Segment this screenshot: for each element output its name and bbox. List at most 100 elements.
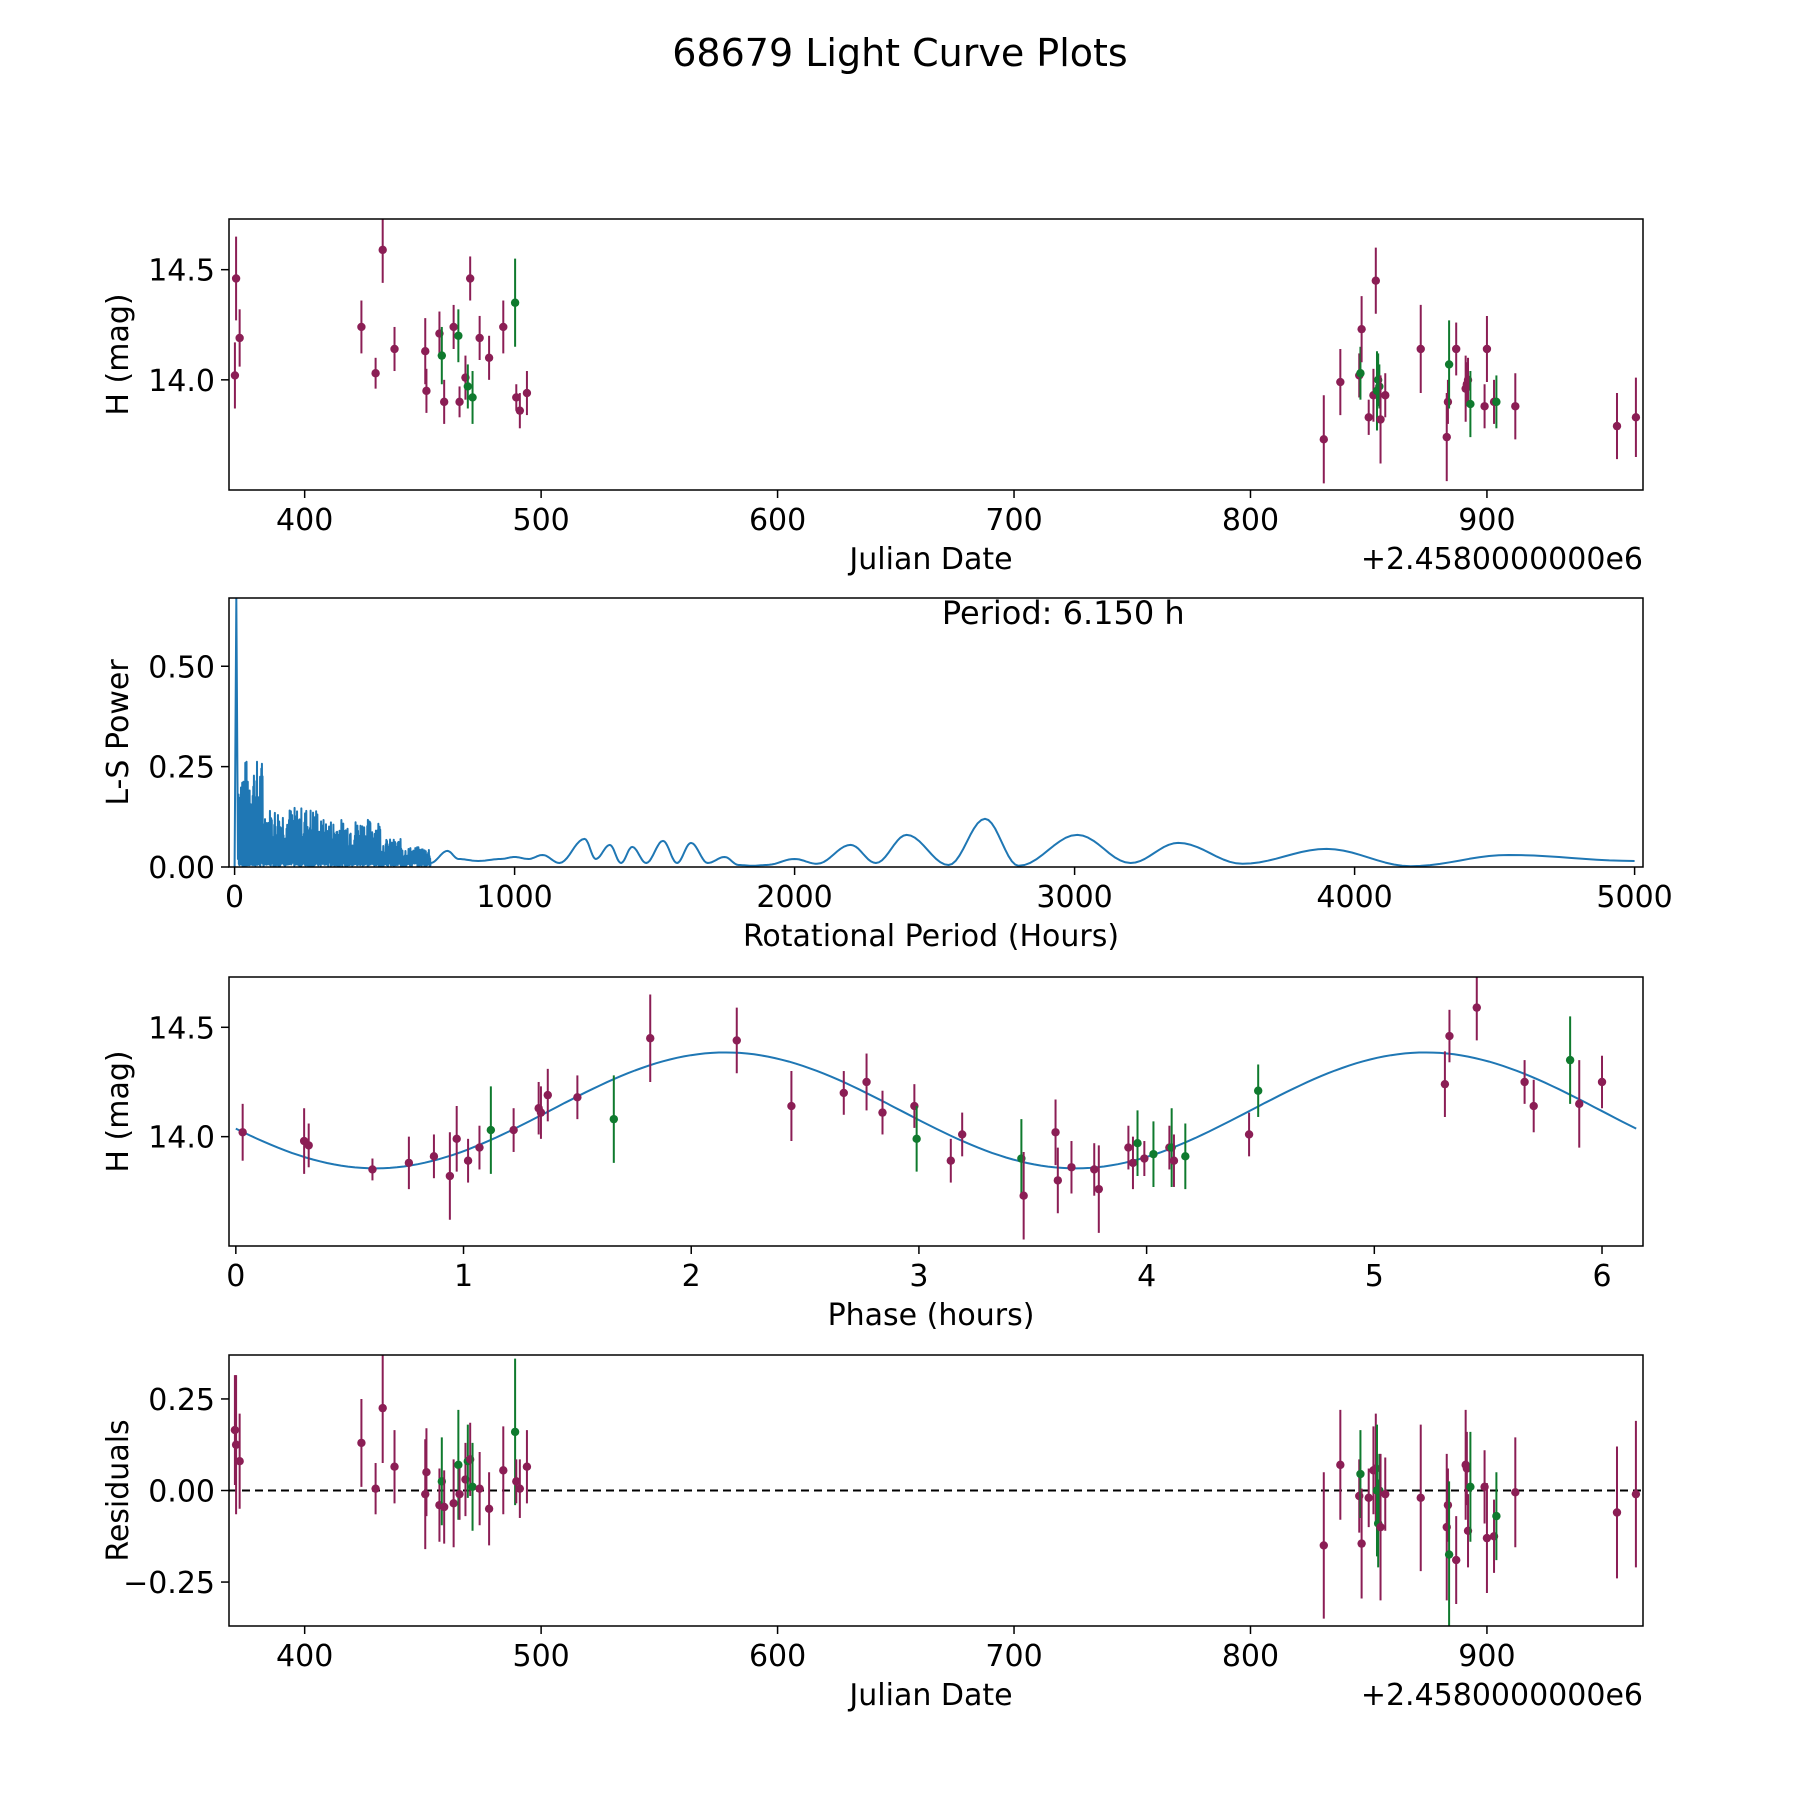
x-offset-label: +2.4580000000e6 <box>1361 542 1643 577</box>
data-point <box>486 1125 496 1135</box>
model-curve <box>235 1051 1637 1170</box>
data-point <box>421 1489 430 1499</box>
y-axis-label: H (mag) <box>101 293 136 415</box>
x-tick-label: 2000 <box>756 880 832 915</box>
y-axis-label: L-S Power <box>101 659 136 806</box>
data-point <box>455 1489 464 1499</box>
data-point <box>454 1460 463 1470</box>
data-point <box>238 1128 247 1137</box>
x-tick-label: 5 <box>1365 1259 1384 1294</box>
data-point <box>475 1143 484 1152</box>
data-point <box>1511 402 1520 411</box>
data-point <box>1631 413 1641 422</box>
data-point <box>231 1440 241 1449</box>
data-point <box>646 1034 655 1043</box>
y-tick-label: 0.25 <box>148 751 215 786</box>
data-point <box>452 1134 461 1144</box>
data-point <box>463 382 473 391</box>
data-point <box>1597 1077 1607 1087</box>
data-point <box>522 388 532 398</box>
y-axis-label: Residuals <box>101 1419 136 1561</box>
x-axis-label: Julian Date <box>847 1678 1012 1713</box>
data-point <box>378 1403 387 1413</box>
y-tick-label: 14.5 <box>148 254 215 289</box>
data-point <box>230 1425 240 1435</box>
y-tick-label: 14.0 <box>148 1121 215 1156</box>
panel-periodogram: 0 1000 2000 3000 4000 5000 0.00 0.25 0.50 Rotatio… <box>101 594 1673 954</box>
data-point <box>1480 402 1489 411</box>
data-point <box>512 1477 521 1486</box>
data-point <box>1416 344 1425 354</box>
data-point <box>445 1171 455 1181</box>
data-point <box>475 1484 484 1493</box>
data-point <box>1452 1555 1461 1565</box>
panel-residuals: 400 500 600 700 800 900 −0.25 0.00 0.25 Julian Da… <box>101 1354 1644 1713</box>
data-point <box>1492 397 1501 407</box>
x-tick-label: 600 <box>749 1639 806 1674</box>
data-point <box>1090 1165 1099 1174</box>
data-point <box>1357 1539 1366 1548</box>
data-point <box>499 322 508 332</box>
data-point <box>510 298 520 307</box>
data-point <box>1381 391 1390 400</box>
data-point <box>1466 1482 1475 1492</box>
data-point <box>422 1467 431 1477</box>
data-point <box>515 1484 525 1493</box>
data-point <box>1244 1130 1254 1139</box>
y-tick-label: −0.25 <box>123 1566 215 1601</box>
data-point <box>1140 1154 1149 1163</box>
data-point <box>230 371 240 380</box>
x-tick-label: 900 <box>1458 1639 1515 1674</box>
data-point <box>522 1462 532 1471</box>
data-point <box>1336 1460 1345 1470</box>
x-tick-label: 500 <box>512 1639 569 1674</box>
data-point <box>1511 1488 1520 1497</box>
data-point <box>1472 1003 1481 1012</box>
data-point <box>371 1484 380 1493</box>
data-point <box>1169 1156 1179 1165</box>
panel-phased: 0 1 2 3 4 5 6 14.0 14.5 Phase (hours) H (mag) <box>101 976 1644 1333</box>
data-point <box>1612 421 1622 431</box>
data-point <box>1051 1128 1060 1137</box>
data-point <box>1067 1163 1076 1172</box>
x-tick-label: 400 <box>276 1639 333 1674</box>
data-point <box>1565 1055 1575 1065</box>
data-point <box>1482 344 1492 354</box>
data-point <box>1253 1086 1263 1095</box>
data-point <box>235 1457 244 1466</box>
data-point <box>1452 344 1461 354</box>
x-axis-label: Phase (hours) <box>828 1298 1035 1333</box>
periodogram-series <box>233 598 1635 867</box>
y-tick-label: 0.00 <box>148 1475 215 1510</box>
data-point <box>357 1438 366 1448</box>
data-point <box>1445 1031 1454 1041</box>
data-point <box>449 322 458 332</box>
data-point <box>465 274 475 283</box>
data-point <box>1133 1139 1142 1148</box>
data-point <box>1124 1143 1133 1152</box>
data-point <box>455 397 464 407</box>
x-tick-label: 0 <box>225 880 244 915</box>
data-point <box>1462 1464 1472 1473</box>
data-point <box>510 1427 520 1437</box>
x-tick-label: 500 <box>512 503 569 538</box>
data-point <box>484 1504 494 1514</box>
data-point <box>1149 1149 1158 1159</box>
x-tick-label: 400 <box>276 503 333 538</box>
data-point <box>1440 1079 1450 1089</box>
data-point <box>1019 1191 1028 1200</box>
y-tick-label: 14.0 <box>148 364 215 399</box>
periodogram-line <box>233 598 1635 867</box>
data-point <box>1466 399 1475 409</box>
data-point <box>371 369 380 378</box>
data-point <box>1442 432 1451 442</box>
period-annotation: Period: 6.150 h <box>942 594 1185 632</box>
x-axis-label: Rotational Period (Hours) <box>743 919 1119 954</box>
data-point <box>1443 397 1453 407</box>
data-point <box>1416 1493 1425 1503</box>
panel-lightcurve: 400 500 600 700 800 900 14.0 14.5 Julian Date H (… <box>101 218 1644 577</box>
data-point <box>1319 435 1328 444</box>
data-point <box>421 346 430 356</box>
data-point <box>475 333 484 343</box>
